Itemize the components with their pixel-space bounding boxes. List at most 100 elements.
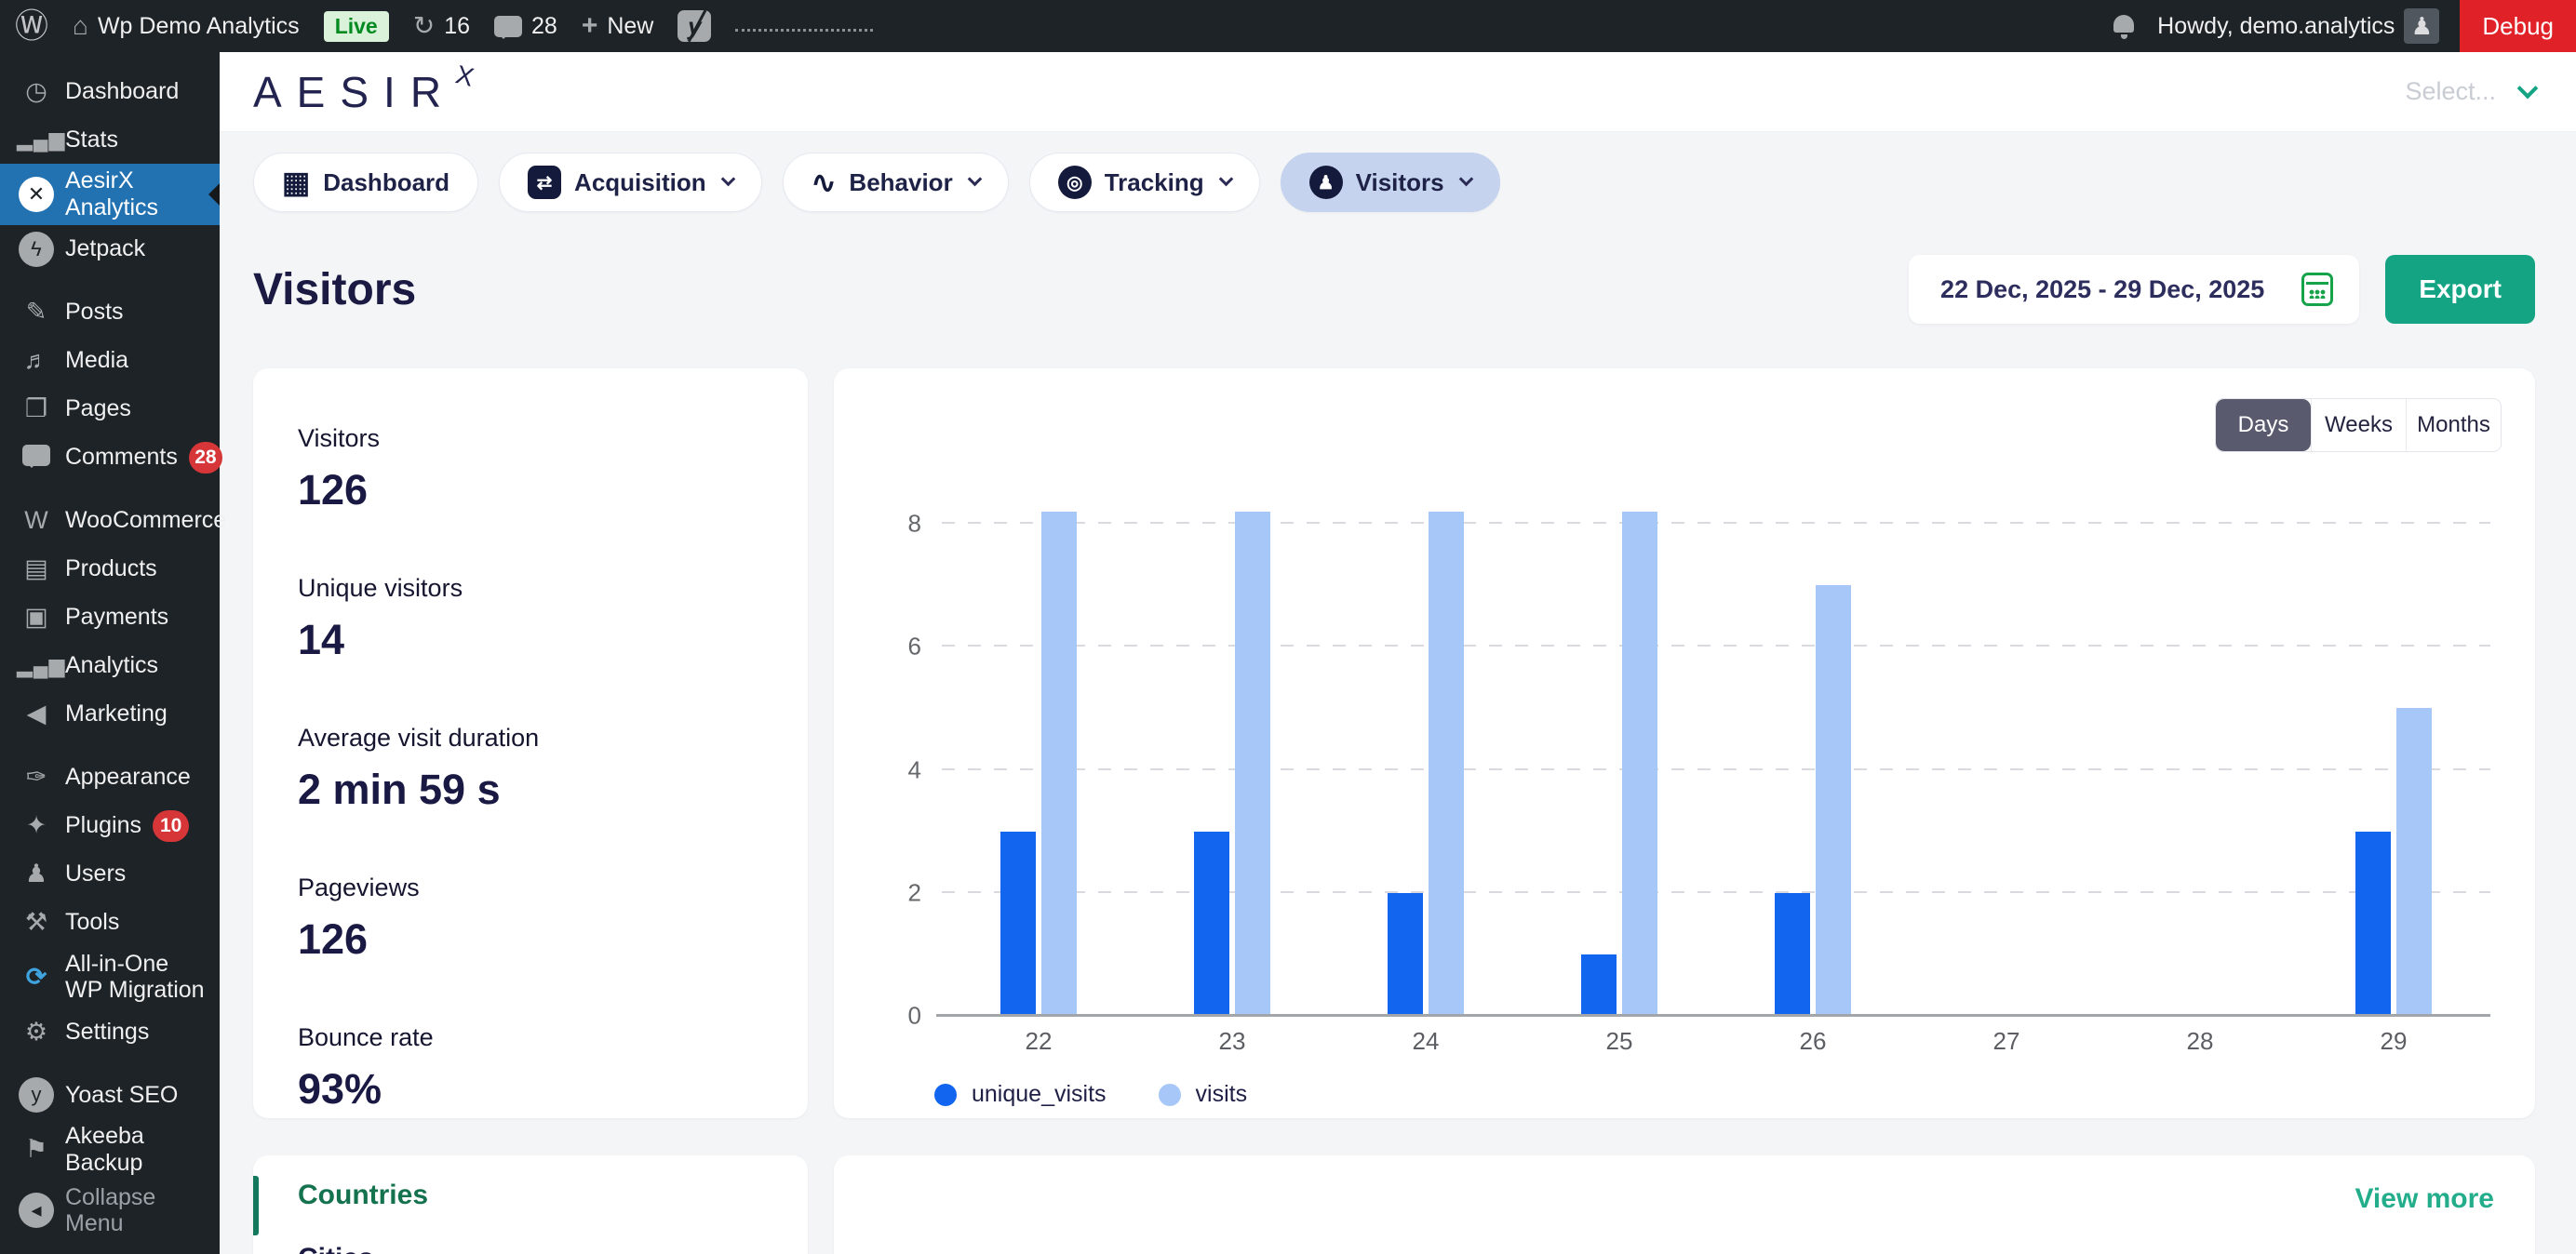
gridline xyxy=(942,645,2490,647)
sidebar-item-collapse-menu[interactable]: ◂ Collapse Menu xyxy=(0,1181,220,1242)
page-header: Visitors 22 Dec, 2025 - 29 Dec, 2025 Exp… xyxy=(220,212,2576,324)
y-axis-tick: 0 xyxy=(907,1001,921,1030)
sidebar-item-label: Posts xyxy=(65,299,124,326)
notification-bell-icon[interactable] xyxy=(2111,13,2137,39)
tab-dashboard[interactable]: ▦ Dashboard xyxy=(253,153,479,212)
sidebar-item-dashboard[interactable]: ◷ Dashboard xyxy=(0,67,220,115)
legend-unique-visits[interactable]: unique_visits xyxy=(934,1081,1107,1108)
bar-visits[interactable] xyxy=(1816,585,1851,1016)
geo-menu-list: Countries Cities xyxy=(298,1180,808,1254)
settings-icon: ⚙ xyxy=(24,1017,48,1046)
howdy-account-link[interactable]: Howdy, demo.analytics ♟ xyxy=(2157,8,2440,44)
sidebar-item-analytics[interactable]: ▂▄▆ Analytics xyxy=(0,642,220,690)
sidebar-item-pages[interactable]: ❐ Pages xyxy=(0,385,220,434)
export-button[interactable]: Export xyxy=(2385,255,2535,324)
sidebar-item-settings[interactable]: ⚙ Settings xyxy=(0,1007,220,1056)
y-axis-tick: 2 xyxy=(907,878,921,907)
new-content-button[interactable]: + New xyxy=(582,10,654,42)
sidebar-item-plugins[interactable]: ✦ Plugins 10 xyxy=(0,802,220,850)
route-icon: ∿ xyxy=(811,166,837,199)
period-toggle-group: Days Weeks Months xyxy=(2215,398,2502,452)
toggle-months[interactable]: Months xyxy=(2406,399,2501,451)
chevron-down-icon xyxy=(2516,77,2539,100)
count-badge: 28 xyxy=(188,441,222,474)
stat-label: Average visit duration xyxy=(298,724,540,752)
updates-indicator[interactable]: ↻ 16 xyxy=(413,13,470,40)
aesirx-logo-icon: ✕ xyxy=(17,176,56,212)
y-axis-tick: 8 xyxy=(907,509,921,538)
sidebar-item-posts[interactable]: ✎ Posts xyxy=(0,288,220,337)
sidebar-item-yoast-seo[interactable]: y Yoast SEO xyxy=(0,1071,220,1119)
wordpress-logo-icon[interactable]: Ⓦ xyxy=(15,7,49,45)
bar-unique-visits[interactable] xyxy=(2355,831,2391,1016)
sidebar-item-label: AesirX Analytics xyxy=(65,167,159,220)
sidebar-item-media[interactable]: ♬ Media xyxy=(0,337,220,385)
gridline xyxy=(942,890,2490,893)
stat-unique-visitors: Unique visitors 14 xyxy=(298,574,808,664)
geo-menu-cities[interactable]: Cities xyxy=(298,1243,808,1254)
bar-visits[interactable] xyxy=(1041,511,1077,1016)
toggle-weeks[interactable]: Weeks xyxy=(2311,399,2406,451)
bar-unique-visits[interactable] xyxy=(1581,954,1617,1016)
sidebar-item-jetpack[interactable]: ϟ Jetpack xyxy=(0,225,220,273)
toggle-days[interactable]: Days xyxy=(2216,399,2311,451)
debug-button[interactable]: Debug xyxy=(2460,0,2576,52)
stat-pageviews: Pageviews 126 xyxy=(298,874,808,964)
x-axis-label: 23 xyxy=(1218,1027,1246,1055)
site-link[interactable]: ⌂ Wp Demo Analytics xyxy=(73,13,300,40)
bar-unique-visits[interactable] xyxy=(1388,892,1423,1016)
tab-acquisition[interactable]: ⇄ Acquisition xyxy=(499,153,762,212)
tab-behavior[interactable]: ∿ Behavior xyxy=(782,153,1009,212)
sidebar-item-appearance[interactable]: ✑ Appearance xyxy=(0,754,220,802)
environment-live-badge: Live xyxy=(323,10,389,42)
tab-label: Visitors xyxy=(1355,167,1444,196)
bar-unique-visits[interactable] xyxy=(1194,831,1229,1016)
woocommerce-icon: W xyxy=(24,506,48,534)
bar-unique-visits[interactable] xyxy=(1000,831,1036,1016)
grid-icon: ▦ xyxy=(282,166,311,199)
sidebar-item-label: Stats xyxy=(65,126,118,153)
sidebar-item-users[interactable]: ♟ Users xyxy=(0,850,220,899)
yoast-seo-icon[interactable]: y xyxy=(678,10,712,42)
sidebar-item-products[interactable]: ▤ Products xyxy=(0,545,220,594)
sidebar-item-all-in-one-wp-migration[interactable]: ⟳ All-in-One WP Migration xyxy=(0,947,220,1008)
howdy-text: Howdy, demo.analytics xyxy=(2157,12,2395,39)
tab-visitors[interactable]: ♟ Visitors xyxy=(1280,153,1500,212)
sidebar-item-aesirx-analytics[interactable]: ✕ AesirX Analytics xyxy=(0,164,220,225)
plugin-header: AESIR X Select... xyxy=(220,52,2576,132)
sidebar-item-payments[interactable]: ▣ Payments xyxy=(0,594,220,642)
sidebar-item-marketing[interactable]: ◀ Marketing xyxy=(0,690,220,739)
geo-menu-card: Countries Cities xyxy=(253,1155,808,1254)
geo-detail-card: View more xyxy=(834,1155,2535,1254)
bar-visits[interactable] xyxy=(1235,511,1270,1016)
bar-group-28: 28 xyxy=(2103,502,2297,1055)
geo-menu-countries[interactable]: Countries xyxy=(298,1180,429,1210)
sidebar-item-tools[interactable]: ⚒ Tools xyxy=(0,899,220,947)
tab-tracking[interactable]: ◎ Tracking xyxy=(1028,153,1260,212)
sidebar-item-comments[interactable]: Comments 28 xyxy=(0,434,222,482)
view-more-link[interactable]: View more xyxy=(2355,1183,2494,1214)
y-axis-tick: 4 xyxy=(907,755,921,784)
comments-indicator[interactable]: 28 xyxy=(494,13,557,40)
overview-row: Visitors 126 Unique visitors 14 Average visi… xyxy=(220,324,2576,1118)
chevron-down-icon xyxy=(967,171,982,187)
bar-visits[interactable] xyxy=(1622,511,1657,1016)
sidebar-item-stats[interactable]: ▂▄▆ Stats xyxy=(0,115,220,164)
legend-visits[interactable]: visits xyxy=(1158,1081,1247,1108)
bar-visits[interactable] xyxy=(1429,511,1464,1016)
date-range-picker[interactable]: 22 Dec, 2025 - 29 Dec, 2025 xyxy=(1909,255,2360,324)
tab-label: Acquisition xyxy=(574,167,706,196)
sidebar-item-woocommerce[interactable]: W WooCommerce xyxy=(0,497,226,545)
bar-group-26: 26 xyxy=(1716,502,1910,1055)
stat-label: Pageviews xyxy=(298,874,420,901)
calendar-icon xyxy=(2301,273,2334,306)
sidebar-item-akeeba-backup[interactable]: ⚑ Akeeba Backup xyxy=(0,1119,220,1181)
brush-icon: ✑ xyxy=(25,763,47,791)
pages-icon: ❐ xyxy=(24,394,48,422)
pin-icon: ✎ xyxy=(25,298,47,326)
bar-visits[interactable] xyxy=(2396,708,2432,1016)
profile-select-dropdown[interactable]: Select... xyxy=(2405,77,2539,106)
sidebar-item-label: Tools xyxy=(65,909,120,936)
akeeba-icon: ⚑ xyxy=(24,1135,48,1164)
bar-unique-visits[interactable] xyxy=(1775,892,1810,1016)
